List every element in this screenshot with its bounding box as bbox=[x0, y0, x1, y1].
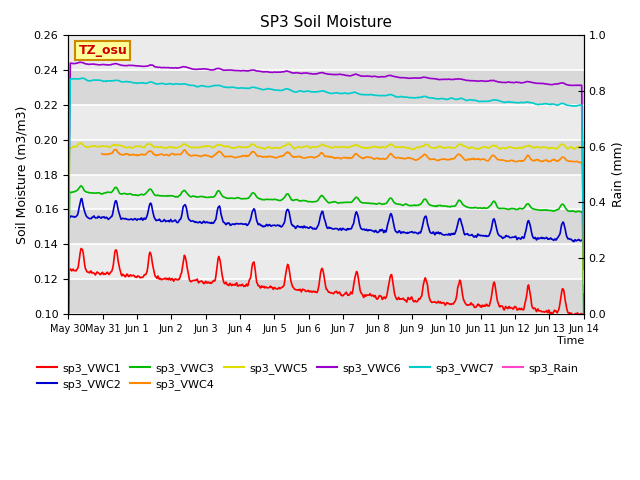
Bar bbox=[68, 140, 584, 175]
Bar bbox=[68, 279, 584, 314]
Legend: sp3_VWC1, sp3_VWC2, sp3_VWC3, sp3_VWC4, sp3_VWC5, sp3_VWC6, sp3_VWC7, sp3_Rain: sp3_VWC1, sp3_VWC2, sp3_VWC3, sp3_VWC4, … bbox=[33, 359, 583, 395]
Bar bbox=[68, 36, 584, 70]
Bar bbox=[68, 244, 584, 279]
Title: SP3 Soil Moisture: SP3 Soil Moisture bbox=[260, 15, 392, 30]
Y-axis label: Soil Moisture (m3/m3): Soil Moisture (m3/m3) bbox=[15, 106, 28, 244]
Y-axis label: Rain (mm): Rain (mm) bbox=[612, 142, 625, 207]
Text: Time: Time bbox=[557, 336, 584, 346]
Bar bbox=[68, 70, 584, 105]
Bar bbox=[68, 105, 584, 140]
Text: TZ_osu: TZ_osu bbox=[79, 44, 127, 57]
Bar bbox=[68, 175, 584, 209]
Bar bbox=[68, 209, 584, 244]
